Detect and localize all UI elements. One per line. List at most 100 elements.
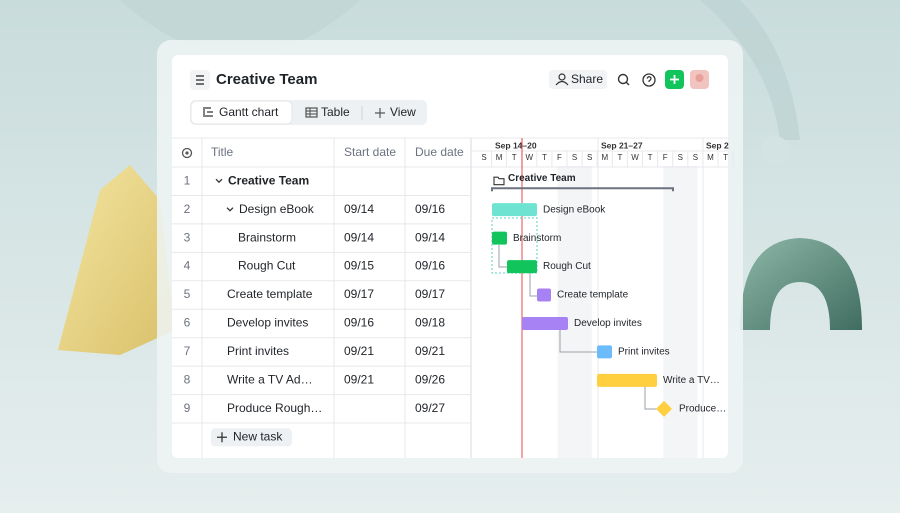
column-header: Title [211,145,234,159]
row-number: 2 [184,202,191,216]
bar-label: Creative Team [508,173,576,184]
row-number: 5 [184,287,191,301]
settings-icon[interactable] [181,147,193,159]
task-bar[interactable] [507,260,537,274]
day-label: S [693,153,698,162]
weekend-shade [663,138,698,458]
dependency-arrow [529,273,537,297]
bar-label: Develop invites [574,318,642,329]
day-label: T [512,153,517,162]
help-icon [646,76,652,82]
week-label: Sep 2 [706,140,729,150]
bar-label: Write a TV… [663,375,720,386]
task-title: Create template [227,287,313,301]
decor-arc [700,0,800,140]
task-bar[interactable] [492,231,507,245]
tab-label[interactable]: Table [321,105,350,119]
search-icon[interactable] [617,73,629,85]
day-label: W [526,153,534,162]
share-icon [555,80,569,86]
task-title: Write a TV Ad… [227,373,313,387]
task-bar[interactable] [537,288,551,302]
day-label: M [496,153,503,162]
task-title: Design eBook [239,202,315,216]
group-outline [491,217,538,274]
task-title: Print invites [227,344,289,358]
bar-label: Design eBook [543,204,606,215]
menu-icon[interactable] [190,70,210,90]
caret[interactable] [226,207,234,212]
row-number: 6 [184,316,191,330]
bar-label: Brainstorm [513,233,561,244]
summary-bracket [491,187,674,192]
day-label: T [617,153,622,162]
task-bar[interactable] [597,373,657,387]
week-label: Sep 14–20 [495,140,537,150]
day-label: S [587,153,592,162]
day-label: M [707,153,714,162]
due-date: 09/17 [415,287,445,301]
row-number: 1 [184,173,191,187]
decor-rock [58,165,175,355]
add-glyph [670,75,679,84]
plus-icon [217,432,227,443]
new-task-button[interactable] [211,428,292,447]
task-title: Rough Cut [238,259,296,273]
tab-active[interactable] [190,100,293,125]
new-task-label: New task [233,429,283,443]
column-header: Due date [415,145,464,159]
task-bar[interactable] [492,203,537,217]
decor-arch [740,238,862,330]
day-label: S [572,153,577,162]
week-label: Sep 21–27 [601,140,643,150]
start-date: 09/21 [344,344,374,358]
bar-label: Rough Cut [543,261,591,272]
row-number: 9 [184,401,191,415]
task-title: Develop invites [227,316,308,330]
caret[interactable] [215,178,223,184]
dependency-arrow [644,386,657,410]
day-label: F [557,153,562,162]
decor-ball [761,136,789,164]
day-label: S [678,153,683,162]
due-date: 09/18 [415,316,445,330]
task-bar[interactable] [522,316,568,330]
search-icon [625,81,630,86]
day-label: F [663,153,668,162]
tab-label[interactable]: View [390,105,416,119]
help-icon[interactable] [642,73,656,87]
settings-icon [185,151,189,155]
column-header: Start date [344,145,396,159]
task-bar[interactable] [597,345,612,359]
menu-glyph [196,75,204,85]
due-date: 09/16 [415,259,445,273]
start-date: 09/21 [344,373,374,387]
milestone[interactable] [656,400,672,417]
gantt-header [471,138,728,166]
bar-label: Print invites [618,347,670,358]
row-number: 3 [184,230,191,244]
dependency-arrow [559,330,597,353]
tab-label[interactable]: Gantt chart [219,105,279,119]
grid: Title Start date Due date 1 Creative Team 2 De… [172,137,734,458]
day-label: S [481,153,486,162]
due-date: 09/26 [415,373,445,387]
day-label: T [542,153,547,162]
due-date: 09/14 [415,230,445,244]
start-date: 09/14 [344,202,374,216]
day-label: M [601,153,608,162]
share-icon [558,73,566,81]
start-date: 09/15 [344,259,374,273]
row-number: 4 [184,259,191,273]
gantt-icon [203,107,213,117]
table-icon [305,107,318,118]
dependency-arrow [498,245,507,268]
weekend-shade [557,138,592,458]
due-date: 09/27 [415,401,445,415]
due-date: 09/16 [415,202,445,216]
start-date: 09/17 [344,287,374,301]
row-number: 7 [184,344,191,358]
day-label: W [631,153,639,162]
